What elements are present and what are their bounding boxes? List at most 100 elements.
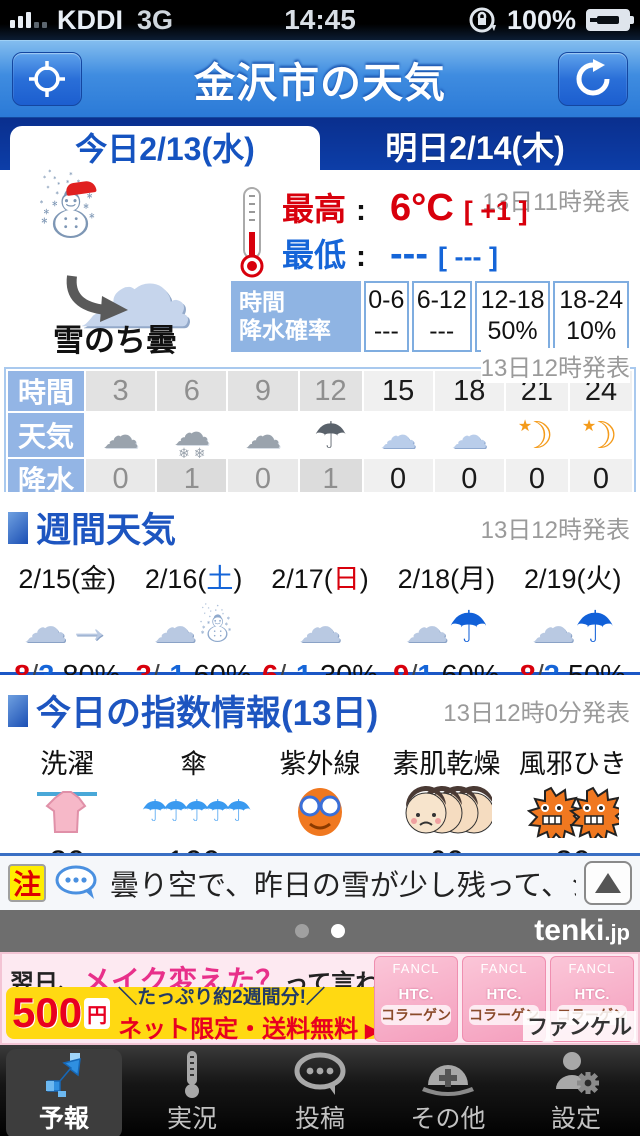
weekly-day[interactable]: 2/16(土) ☁☃ 3/-160% — [130, 557, 256, 693]
index-section-title: 今日の指数情報(13日) — [36, 694, 379, 733]
weekly-day[interactable]: 2/19(火) ☁☂ 8/350% — [510, 557, 636, 693]
cold-germ-icon — [510, 778, 636, 844]
hour-cell: 12 — [299, 371, 362, 411]
cloud-rain-icon: ☁☂ — [531, 603, 615, 652]
precip-prob-cell: 0-6 --- — [364, 281, 409, 352]
uv-sunglasses-icon — [257, 778, 383, 844]
tab-post[interactable]: 投稿 — [256, 1045, 384, 1136]
signal-strength-icon — [10, 12, 47, 28]
weather-icon-cell: ☁ ❄ ❄ — [157, 411, 227, 459]
weather-icon-cell: ☽ ★ — [569, 413, 632, 457]
ad-offer-strip: 500 円 ＼たっぷり約2週間分!／ ネット限定・送料無料 ▶ — [6, 987, 380, 1043]
weather-icon-cell: ☂ — [299, 413, 362, 457]
precip-issued-time: 13日12時発表 — [480, 348, 630, 383]
ad-banner[interactable]: 翌日、メイク変えた？って言われた! 500 円 ＼たっぷり約2週間分!／ ネット… — [0, 952, 640, 1045]
hourly-weather-header: 天気 — [8, 413, 84, 457]
carrier-label: KDDI — [57, 4, 123, 35]
cloudy-icon: ☁ — [102, 414, 140, 456]
umbrella-count-icon: ☂☂☂☂☂ — [141, 794, 252, 828]
collapse-button[interactable] — [584, 861, 632, 905]
weather-icon-cell: ☁ — [86, 413, 156, 457]
ad-subline: ＼たっぷり約2週間分!／ — [118, 987, 325, 1008]
forecast-issued-time: 13日11時発表 — [482, 189, 630, 216]
weekly-section-title: 週間天気 — [36, 511, 177, 550]
weekly-day[interactable]: 2/15(金) ☁→☂ 8/380% — [4, 557, 130, 726]
ad-price-unit: 円 — [84, 997, 111, 1029]
transition-arrow-icon — [66, 275, 128, 322]
bottom-tab-bar: 予報 実況 — [0, 1045, 640, 1136]
precip-prob-cell: 6-12 --- — [411, 281, 472, 352]
notice-bar: 注 曇り空で、昨日の雪が少し残って、シャ... — [0, 853, 640, 910]
hourly-weather-row: 天気 ☁ ☁ ❄ ❄ ☁ ☂ ☁ ☁ ☽ ★ ☽ ★ — [8, 411, 632, 459]
low-temp-label: 最低 — [282, 237, 347, 273]
precip-prob-cell: 12-18 50% — [474, 281, 551, 352]
high-temp-label: 最高 — [282, 191, 347, 227]
network-label: 3G — [137, 4, 174, 35]
daily-index-section: 今日の指数情報(13日) 13日12時0分発表 洗濯 30 傘 ☂☂☂☂☂ 10… — [0, 675, 640, 887]
tab-today[interactable]: 今日2/13(水) — [10, 126, 320, 170]
cloudy-icon: ☁ — [379, 414, 417, 456]
cloud-icon: ☁ — [76, 220, 194, 352]
tab-current-conditions[interactable]: 実況 — [128, 1045, 256, 1136]
tab-others[interactable]: その他 — [384, 1045, 512, 1136]
ad-price: 500 — [12, 989, 83, 1036]
page-dot[interactable] — [295, 924, 309, 938]
pager-bar: tenki.jp — [0, 910, 640, 952]
low-temp-diff: [ --- ] — [437, 242, 498, 272]
precip-probability-table: 時間 降水確率 0-6 --- 6-12 --- 12-18 50% 18-24 10% — [228, 278, 632, 355]
hour-cell: 9 — [228, 371, 298, 411]
cloud-snow-icon: ☁☃ — [152, 603, 235, 652]
precip-prob-cell: 18-24 10% — [553, 281, 629, 352]
page-dots[interactable] — [0, 924, 640, 938]
locate-crosshair-icon — [29, 61, 65, 97]
dry-skin-faces-icon — [383, 778, 509, 844]
precip-prob-header: 時間 降水確率 — [231, 281, 361, 352]
weather-icon-cell: ☽ ★ — [505, 413, 568, 457]
weather-summary-label: 雪のち曇 — [53, 323, 177, 358]
nav-bar: 金沢市の天気 — [0, 40, 640, 118]
orientation-lock-icon — [469, 7, 496, 33]
today-panel: ☃ ☁ 雪のち曇 13日11時発表 最高 : 6°C [ + — [0, 170, 640, 383]
weather-art-snow-then-cloudy: ☃ ☁ 雪のち曇 — [6, 171, 224, 362]
page-dot-active[interactable] — [331, 924, 345, 938]
status-clock: 14:45 — [284, 4, 356, 35]
page-title: 金沢市の天気 — [194, 60, 446, 106]
settings-person-gear-icon — [550, 1047, 602, 1099]
hour-cell: 6 — [157, 371, 227, 411]
caution-badge: 注 — [8, 864, 46, 902]
high-temp-row: 最高 : 6°C [ +1 ] — [282, 184, 612, 230]
tab-forecast[interactable]: 予報 — [0, 1045, 128, 1136]
battery-charging-icon — [586, 9, 634, 31]
laundry-shirt-icon — [4, 778, 130, 844]
thermometer-icon — [240, 187, 264, 278]
post-bubble-icon — [293, 1047, 347, 1099]
section-bullet — [8, 511, 28, 544]
low-temp-row: 最低 : --- [ --- ] — [282, 230, 612, 276]
ad-advertiser-label: ファンケル — [523, 1011, 636, 1041]
weather-icon-cell: ☁ — [228, 413, 298, 457]
status-bar: KDDI 3G 14:45 100% — [0, 0, 640, 40]
refresh-icon — [576, 59, 610, 96]
section-bullet — [8, 694, 28, 727]
snow-icon: ☁ — [173, 411, 211, 453]
comment-bubble-icon — [55, 865, 97, 899]
low-temp-value: --- — [390, 233, 428, 275]
weekly-day[interactable]: 2/17(日) ☁ 6/-130% — [257, 557, 383, 693]
cloud-rain-icon: ☁☂ — [404, 603, 489, 652]
rain-icon: ☂ — [313, 414, 348, 456]
cloudy-icon: ☁ — [244, 414, 282, 456]
clear-moon-icon: ☽ — [520, 414, 554, 456]
index-issued-time: 13日12時0分発表 — [443, 700, 630, 727]
locate-button[interactable] — [12, 52, 82, 106]
day-tab-strip: 今日2/13(水) 明日2/14(木) — [0, 118, 640, 170]
weekly-day[interactable]: 2/18(月) ☁☂ 9/160% — [383, 557, 509, 693]
notice-text[interactable]: 曇り空で、昨日の雪が少し残って、シャ... — [110, 870, 576, 902]
tab-settings[interactable]: 設定 — [512, 1045, 640, 1136]
battery-percent-label: 100% — [506, 4, 576, 35]
tab-tomorrow[interactable]: 明日2/14(木) — [385, 130, 565, 166]
triangle-up-icon — [595, 873, 621, 893]
cloudy-icon: ☁ — [450, 414, 488, 456]
refresh-button[interactable] — [558, 52, 628, 106]
